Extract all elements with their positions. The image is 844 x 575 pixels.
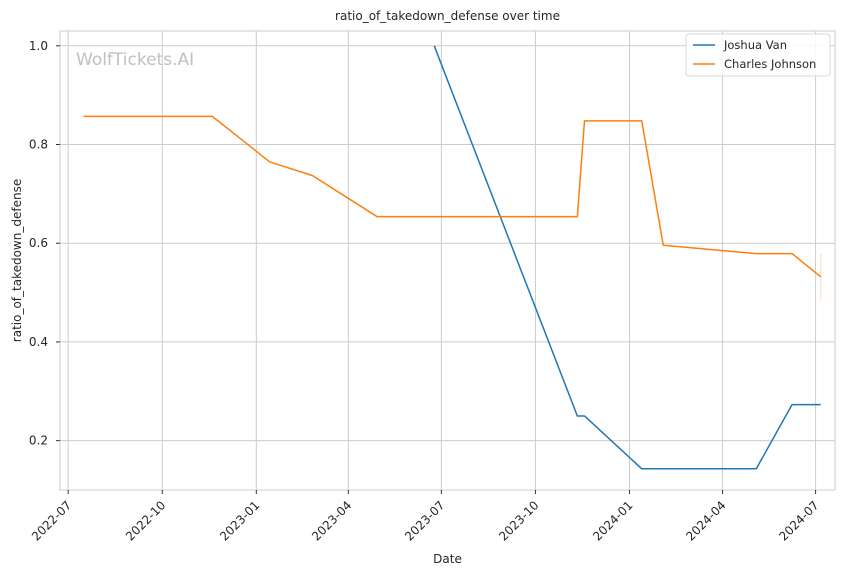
legend-label: Joshua Van (723, 38, 787, 52)
y-tick-label: 0.4 (29, 335, 48, 349)
y-axis-title: ratio_of_takedown_defense (10, 179, 24, 342)
watermark: WolfTickets.AI (76, 50, 194, 70)
y-tick-label: 0.6 (29, 236, 48, 250)
series-layer (83, 45, 822, 470)
x-axis-title: Date (433, 552, 462, 566)
legend-box (685, 33, 831, 77)
plot-frame (59, 30, 836, 491)
y-tick-label: 1.0 (29, 39, 48, 53)
series-line-joshua-van (433, 45, 821, 470)
chart-title: ratio_of_takedown_defense over time (335, 9, 560, 23)
legend-label: Charles Johnson (724, 57, 816, 71)
legend-items: Joshua Van Charles Johnson (693, 38, 816, 71)
y-tick-label: 0.8 (29, 138, 48, 152)
legend: Joshua Van Charles Johnson (685, 33, 831, 77)
series-line-charles-johnson (83, 115, 822, 278)
y-tick-label: 0.2 (29, 434, 48, 448)
